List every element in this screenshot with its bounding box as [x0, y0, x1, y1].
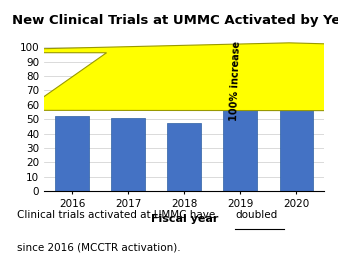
Bar: [55, 116, 89, 191]
Bar: [223, 83, 257, 191]
Text: 100% increase: 100% increase: [228, 41, 242, 121]
FancyArrow shape: [0, 43, 338, 111]
Text: Clinical trials activated at UMMC have: Clinical trials activated at UMMC have: [17, 210, 218, 220]
Bar: [167, 123, 201, 191]
X-axis label: Fiscal year: Fiscal year: [150, 214, 218, 224]
Text: since 2016 (MCCTR activation).: since 2016 (MCCTR activation).: [17, 242, 180, 252]
Text: doubled: doubled: [235, 210, 277, 220]
Bar: [111, 118, 145, 191]
Bar: [280, 44, 313, 191]
Title: New Clinical Trials at UMMC Activated by Year: New Clinical Trials at UMMC Activated by…: [12, 14, 338, 27]
